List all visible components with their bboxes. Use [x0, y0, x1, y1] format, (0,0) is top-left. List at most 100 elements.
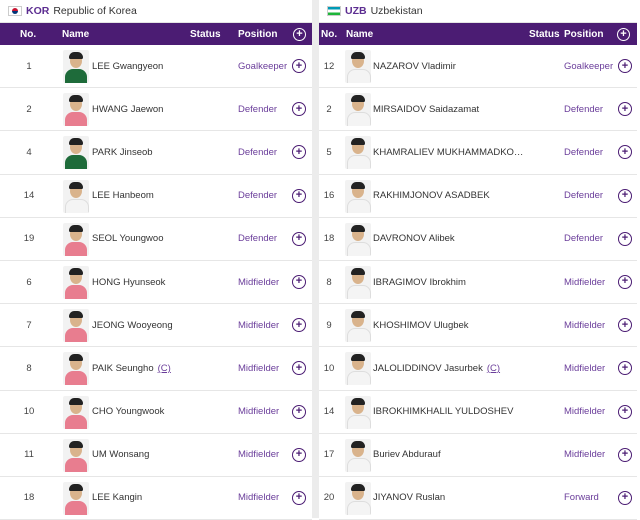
player-position: Midfielder: [238, 276, 280, 288]
expand-all-icon[interactable]: +: [293, 27, 306, 41]
player-name-text: NAZAROV Vladimir: [373, 60, 456, 72]
expand-player-icon[interactable]: +: [618, 59, 632, 73]
player-position: Defender: [238, 103, 278, 115]
player-name[interactable]: CHO Youngwook: [92, 391, 164, 433]
player-row[interactable]: 5 KHAMRALIEV MUKHAMMADKO… Defender +: [319, 131, 637, 175]
player-name-text: LEE Kangin: [92, 492, 143, 504]
expand-player-icon[interactable]: +: [618, 231, 632, 246]
player-photo: [63, 438, 89, 472]
player-name[interactable]: JALOLIDDINOV Jasurbek (C): [373, 347, 500, 389]
player-name-text: HONG Hyunseok: [92, 276, 166, 288]
expand-player-icon[interactable]: +: [618, 447, 632, 462]
player-name[interactable]: LEE Kangin: [92, 477, 142, 519]
player-number: 8: [326, 276, 332, 288]
expand-player-icon[interactable]: +: [292, 404, 306, 419]
expand-player-icon[interactable]: +: [618, 318, 632, 333]
player-position: Midfielder: [238, 492, 280, 504]
player-row[interactable]: 10 JALOLIDDINOV Jasurbek (C) Midfielder +: [319, 347, 637, 391]
player-photo: [345, 438, 371, 472]
player-number: 20: [323, 492, 335, 504]
player-name[interactable]: NAZAROV Vladimir: [373, 45, 456, 87]
expand-player-icon[interactable]: +: [292, 59, 306, 73]
player-row[interactable]: 2 MIRSAIDOV Saidazamat Defender +: [319, 88, 637, 132]
player-position: Midfielder: [564, 362, 606, 374]
player-row[interactable]: 1 LEE Gwangyeon Goalkeeper +: [0, 45, 312, 89]
expand-player-icon[interactable]: +: [292, 447, 306, 462]
player-name[interactable]: IBROKHIMKHALIL YULDOSHEV: [373, 391, 513, 433]
player-number: 2: [326, 103, 332, 115]
captain-badge[interactable]: (C): [486, 362, 501, 374]
player-name[interactable]: MIRSAIDOV Saidazamat: [373, 88, 479, 130]
player-row[interactable]: 2 HWANG Jaewon Defender +: [0, 88, 312, 132]
player-row[interactable]: 18 DAVRONOV Alibek Defender +: [319, 218, 637, 261]
player-name[interactable]: PAIK Seungho (C): [92, 347, 171, 389]
player-name[interactable]: HONG Hyunseok: [92, 261, 165, 303]
player-name-text: KHAMRALIEV MUKHAMMADKO…: [373, 146, 524, 158]
expand-player-icon[interactable]: +: [292, 145, 306, 160]
column-no: No.: [321, 28, 338, 40]
player-row[interactable]: 12 NAZAROV Vladimir Goalkeeper +: [319, 45, 637, 89]
player-row[interactable]: 11 UM Wonsang Midfielder +: [0, 434, 312, 477]
expand-player-icon[interactable]: +: [618, 274, 632, 289]
expand-player-icon[interactable]: +: [618, 102, 632, 117]
player-number: 16: [323, 190, 335, 202]
player-row[interactable]: 10 CHO Youngwook Midfielder +: [0, 391, 312, 434]
expand-player-icon[interactable]: +: [292, 231, 306, 246]
expand-player-icon[interactable]: +: [292, 274, 306, 289]
player-row[interactable]: 19 SEOL Youngwoo Defender +: [0, 218, 312, 261]
player-row[interactable]: 17 Buriev Abdurauf Midfielder +: [319, 434, 637, 477]
player-position: Midfielder: [564, 449, 606, 461]
expand-player-icon[interactable]: +: [292, 318, 306, 333]
column-status: Status: [190, 28, 221, 40]
player-photo: [63, 352, 89, 386]
player-number: 8: [26, 362, 32, 374]
expand-player-icon[interactable]: +: [292, 490, 306, 505]
player-name[interactable]: RAKHIMJONOV ASADBEK: [373, 175, 490, 217]
player-name[interactable]: LEE Gwangyeon: [92, 45, 163, 87]
column-header-row: No. Name Status Position +: [319, 23, 637, 45]
expand-player-icon[interactable]: +: [618, 188, 632, 203]
captain-badge[interactable]: (C): [157, 362, 171, 374]
player-row[interactable]: 8 PAIK Seungho (C) Midfielder +: [0, 347, 312, 391]
player-row[interactable]: 14 LEE Hanbeom Defender +: [0, 175, 312, 218]
player-row[interactable]: 4 PARK Jinseob Defender +: [0, 131, 312, 175]
player-number: 11: [24, 449, 34, 461]
player-number: 18: [23, 492, 35, 504]
player-row[interactable]: 18 LEE Kangin Midfielder +: [0, 477, 312, 520]
expand-player-icon[interactable]: +: [618, 361, 632, 376]
player-row[interactable]: 20 JIYANOV Ruslan Forward +: [319, 477, 637, 520]
expand-player-icon[interactable]: +: [292, 102, 306, 117]
player-name-text: DAVRONOV Alibek: [373, 233, 455, 245]
player-row[interactable]: 14 IBROKHIMKHALIL YULDOSHEV Midfielder +: [319, 391, 637, 434]
player-photo: [345, 352, 371, 386]
player-row[interactable]: 7 JEONG Wooyeong Midfielder +: [0, 304, 312, 348]
expand-player-icon[interactable]: +: [618, 490, 632, 505]
player-name[interactable]: HWANG Jaewon: [92, 88, 163, 130]
team-header: KOR Republic of Korea: [0, 0, 312, 23]
player-row[interactable]: 6 HONG Hyunseok Midfielder +: [0, 261, 312, 305]
player-row[interactable]: 16 RAKHIMJONOV ASADBEK Defender +: [319, 175, 637, 218]
player-name[interactable]: Buriev Abdurauf: [373, 434, 441, 476]
player-photo: [63, 309, 89, 343]
player-name-text: HWANG Jaewon: [92, 103, 164, 115]
player-name[interactable]: KHOSHIMOV Ulugbek: [373, 304, 469, 346]
player-name[interactable]: IBRAGIMOV Ibrokhim: [373, 261, 466, 303]
expand-player-icon[interactable]: +: [292, 361, 306, 376]
player-name[interactable]: JIYANOV Ruslan: [373, 477, 445, 519]
expand-player-icon[interactable]: +: [618, 404, 632, 419]
player-name[interactable]: PARK Jinseob: [92, 131, 153, 173]
player-name[interactable]: SEOL Youngwoo: [92, 218, 164, 260]
player-name[interactable]: JEONG Wooyeong: [92, 304, 173, 346]
player-position: Goalkeeper: [238, 60, 288, 72]
player-name[interactable]: LEE Hanbeom: [92, 175, 154, 217]
player-name[interactable]: DAVRONOV Alibek: [373, 218, 455, 260]
expand-player-icon[interactable]: +: [618, 145, 632, 160]
expand-player-icon[interactable]: +: [292, 188, 306, 203]
player-row[interactable]: 9 KHOSHIMOV Ulugbek Midfielder +: [319, 304, 637, 348]
player-name[interactable]: UM Wonsang: [92, 434, 149, 476]
player-row[interactable]: 8 IBRAGIMOV Ibrokhim Midfielder +: [319, 261, 637, 305]
expand-all-icon[interactable]: +: [617, 27, 630, 41]
player-photo: [63, 93, 89, 127]
player-name[interactable]: KHAMRALIEV MUKHAMMADKO…: [373, 131, 523, 173]
